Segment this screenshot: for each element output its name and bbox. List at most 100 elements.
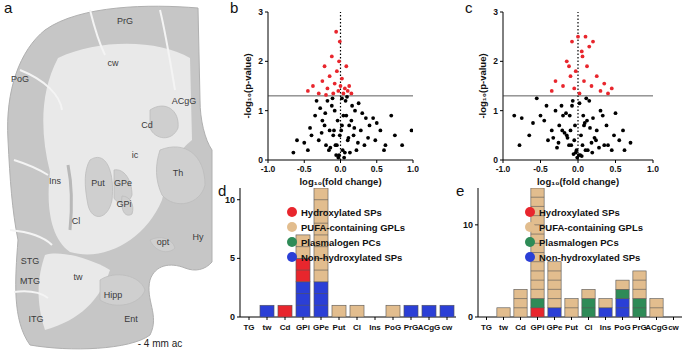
unit-divider [531,234,544,235]
point [342,92,346,96]
x-tick-label: -1.0 [261,164,276,174]
region-label: GPe [114,178,132,188]
y-tick-label: 1 [493,106,498,116]
legend: Hydroxylated SPsPUFA-containing GPLsPlas… [525,207,643,263]
panel-label: e [456,182,464,199]
point [527,133,531,137]
point [315,99,319,103]
x-tick-label: 1.0 [647,164,659,174]
point [582,79,586,83]
y-axis-title: -log₁₀(p-value) [242,53,253,118]
point [601,114,605,118]
region-label: Put [91,178,105,188]
point [587,45,591,49]
bar-segment [599,308,612,317]
x-tick-label: 0.0 [572,164,584,174]
bar-segment [650,299,663,317]
category-label: GPi [531,323,545,332]
point [566,136,570,140]
point [581,114,585,118]
panel-label: a [4,0,13,16]
point [302,141,306,145]
point [318,106,322,110]
point [339,84,343,88]
point [550,89,554,93]
category-label: Ins [369,323,381,332]
y-tick-label: 0 [230,312,235,322]
bar-segment [278,305,292,317]
point [340,96,344,100]
unit-divider [314,270,328,271]
sulcus [160,10,175,90]
x-tick [520,317,521,320]
point [352,133,356,137]
point [569,74,573,78]
point [569,129,573,133]
plot-area [497,188,663,317]
hippocampus [100,275,145,305]
point [356,141,360,145]
x-tick-label: -0.5 [297,164,312,174]
x-axis-title: log₁₀(fold change) [299,176,381,187]
point [359,129,363,133]
unit-divider [296,305,310,306]
region-label: Th [173,168,184,178]
region-label: ic [132,150,139,160]
x-tick [375,317,376,320]
point [573,124,577,128]
point [595,129,599,133]
x-tick [503,317,504,320]
region-label: opt [157,237,170,247]
y-tick [265,61,268,62]
x-tick [578,160,579,163]
point [579,133,583,137]
point [569,143,573,147]
point [546,138,550,142]
x-tick [304,160,305,163]
point [581,143,585,147]
region-label: ACgG [172,96,197,106]
point [313,114,317,118]
point [306,89,310,93]
sulcus [14,160,48,175]
legend-label: Hydroxylated SPs [539,207,620,218]
unit-divider [531,270,544,271]
x-tick-label: -0.5 [533,164,548,174]
point [331,96,335,100]
category-label: tw [263,323,273,332]
point [336,119,340,123]
point [311,84,315,88]
point [597,146,601,150]
category-label: cw [442,323,453,332]
point [327,148,331,152]
x-tick-label: 1.0 [407,164,419,174]
category-label: Put [565,323,578,332]
region-label: MTG [20,276,40,286]
region-label: ITG [29,314,44,324]
bar-segment [422,305,436,317]
temporal-white [39,253,110,330]
x-tick [376,160,377,163]
legend-label: Non-hydroxylated SPs [301,252,402,263]
point [605,124,609,128]
volcano-plot: -1.0-0.50.00.51.00123log₁₀(fold change)-… [465,0,659,187]
point [334,153,338,157]
region-label: Ins [49,176,62,186]
legend-label: PUFA-containing GPLs [539,222,643,233]
sulcus [10,230,52,245]
stacked-bar-chart: 0510TGtwCdGPiGPePutClInsPoGPrGACgGcwdHyd… [218,182,456,332]
point [567,64,571,68]
x-tick [285,317,286,320]
point [328,74,332,78]
point [572,152,576,156]
category-label: Cl [353,323,361,332]
point [375,121,379,125]
legend-marker [525,252,535,262]
x-tick-label: -1.0 [496,164,511,174]
x-tick [413,160,414,163]
unit-divider [565,307,578,308]
plot-area [260,188,454,317]
point [560,104,564,108]
point [330,55,334,59]
unit-divider [582,307,595,308]
